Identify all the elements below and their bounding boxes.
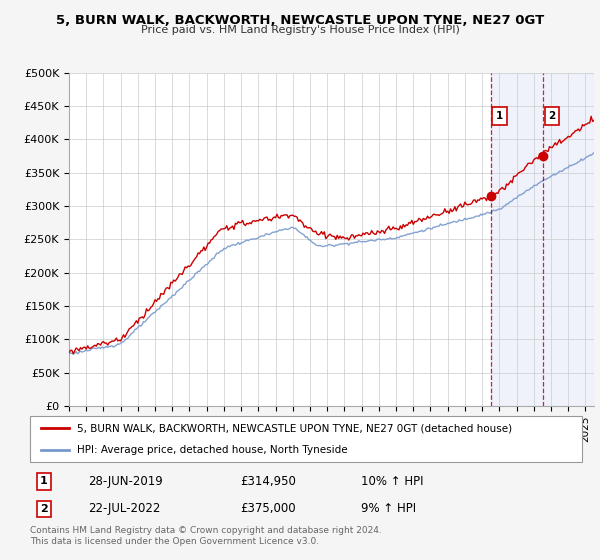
Text: 28-JUN-2019: 28-JUN-2019 — [88, 475, 163, 488]
FancyBboxPatch shape — [30, 416, 582, 462]
Text: 10% ↑ HPI: 10% ↑ HPI — [361, 475, 424, 488]
Text: 2: 2 — [40, 504, 47, 514]
Text: £314,950: £314,950 — [240, 475, 296, 488]
Text: 1: 1 — [496, 111, 503, 121]
Text: HPI: Average price, detached house, North Tyneside: HPI: Average price, detached house, Nort… — [77, 445, 347, 455]
Text: £375,000: £375,000 — [240, 502, 295, 515]
Text: 9% ↑ HPI: 9% ↑ HPI — [361, 502, 416, 515]
Text: Price paid vs. HM Land Registry's House Price Index (HPI): Price paid vs. HM Land Registry's House … — [140, 25, 460, 35]
Text: 1: 1 — [40, 476, 47, 486]
Bar — [491, 73, 594, 406]
Text: Contains HM Land Registry data © Crown copyright and database right 2024.
This d: Contains HM Land Registry data © Crown c… — [30, 526, 382, 546]
Text: 5, BURN WALK, BACKWORTH, NEWCASTLE UPON TYNE, NE27 0GT: 5, BURN WALK, BACKWORTH, NEWCASTLE UPON … — [56, 14, 544, 27]
Text: 22-JUL-2022: 22-JUL-2022 — [88, 502, 160, 515]
Text: 2: 2 — [548, 111, 556, 121]
Text: 5, BURN WALK, BACKWORTH, NEWCASTLE UPON TYNE, NE27 0GT (detached house): 5, BURN WALK, BACKWORTH, NEWCASTLE UPON … — [77, 423, 512, 433]
